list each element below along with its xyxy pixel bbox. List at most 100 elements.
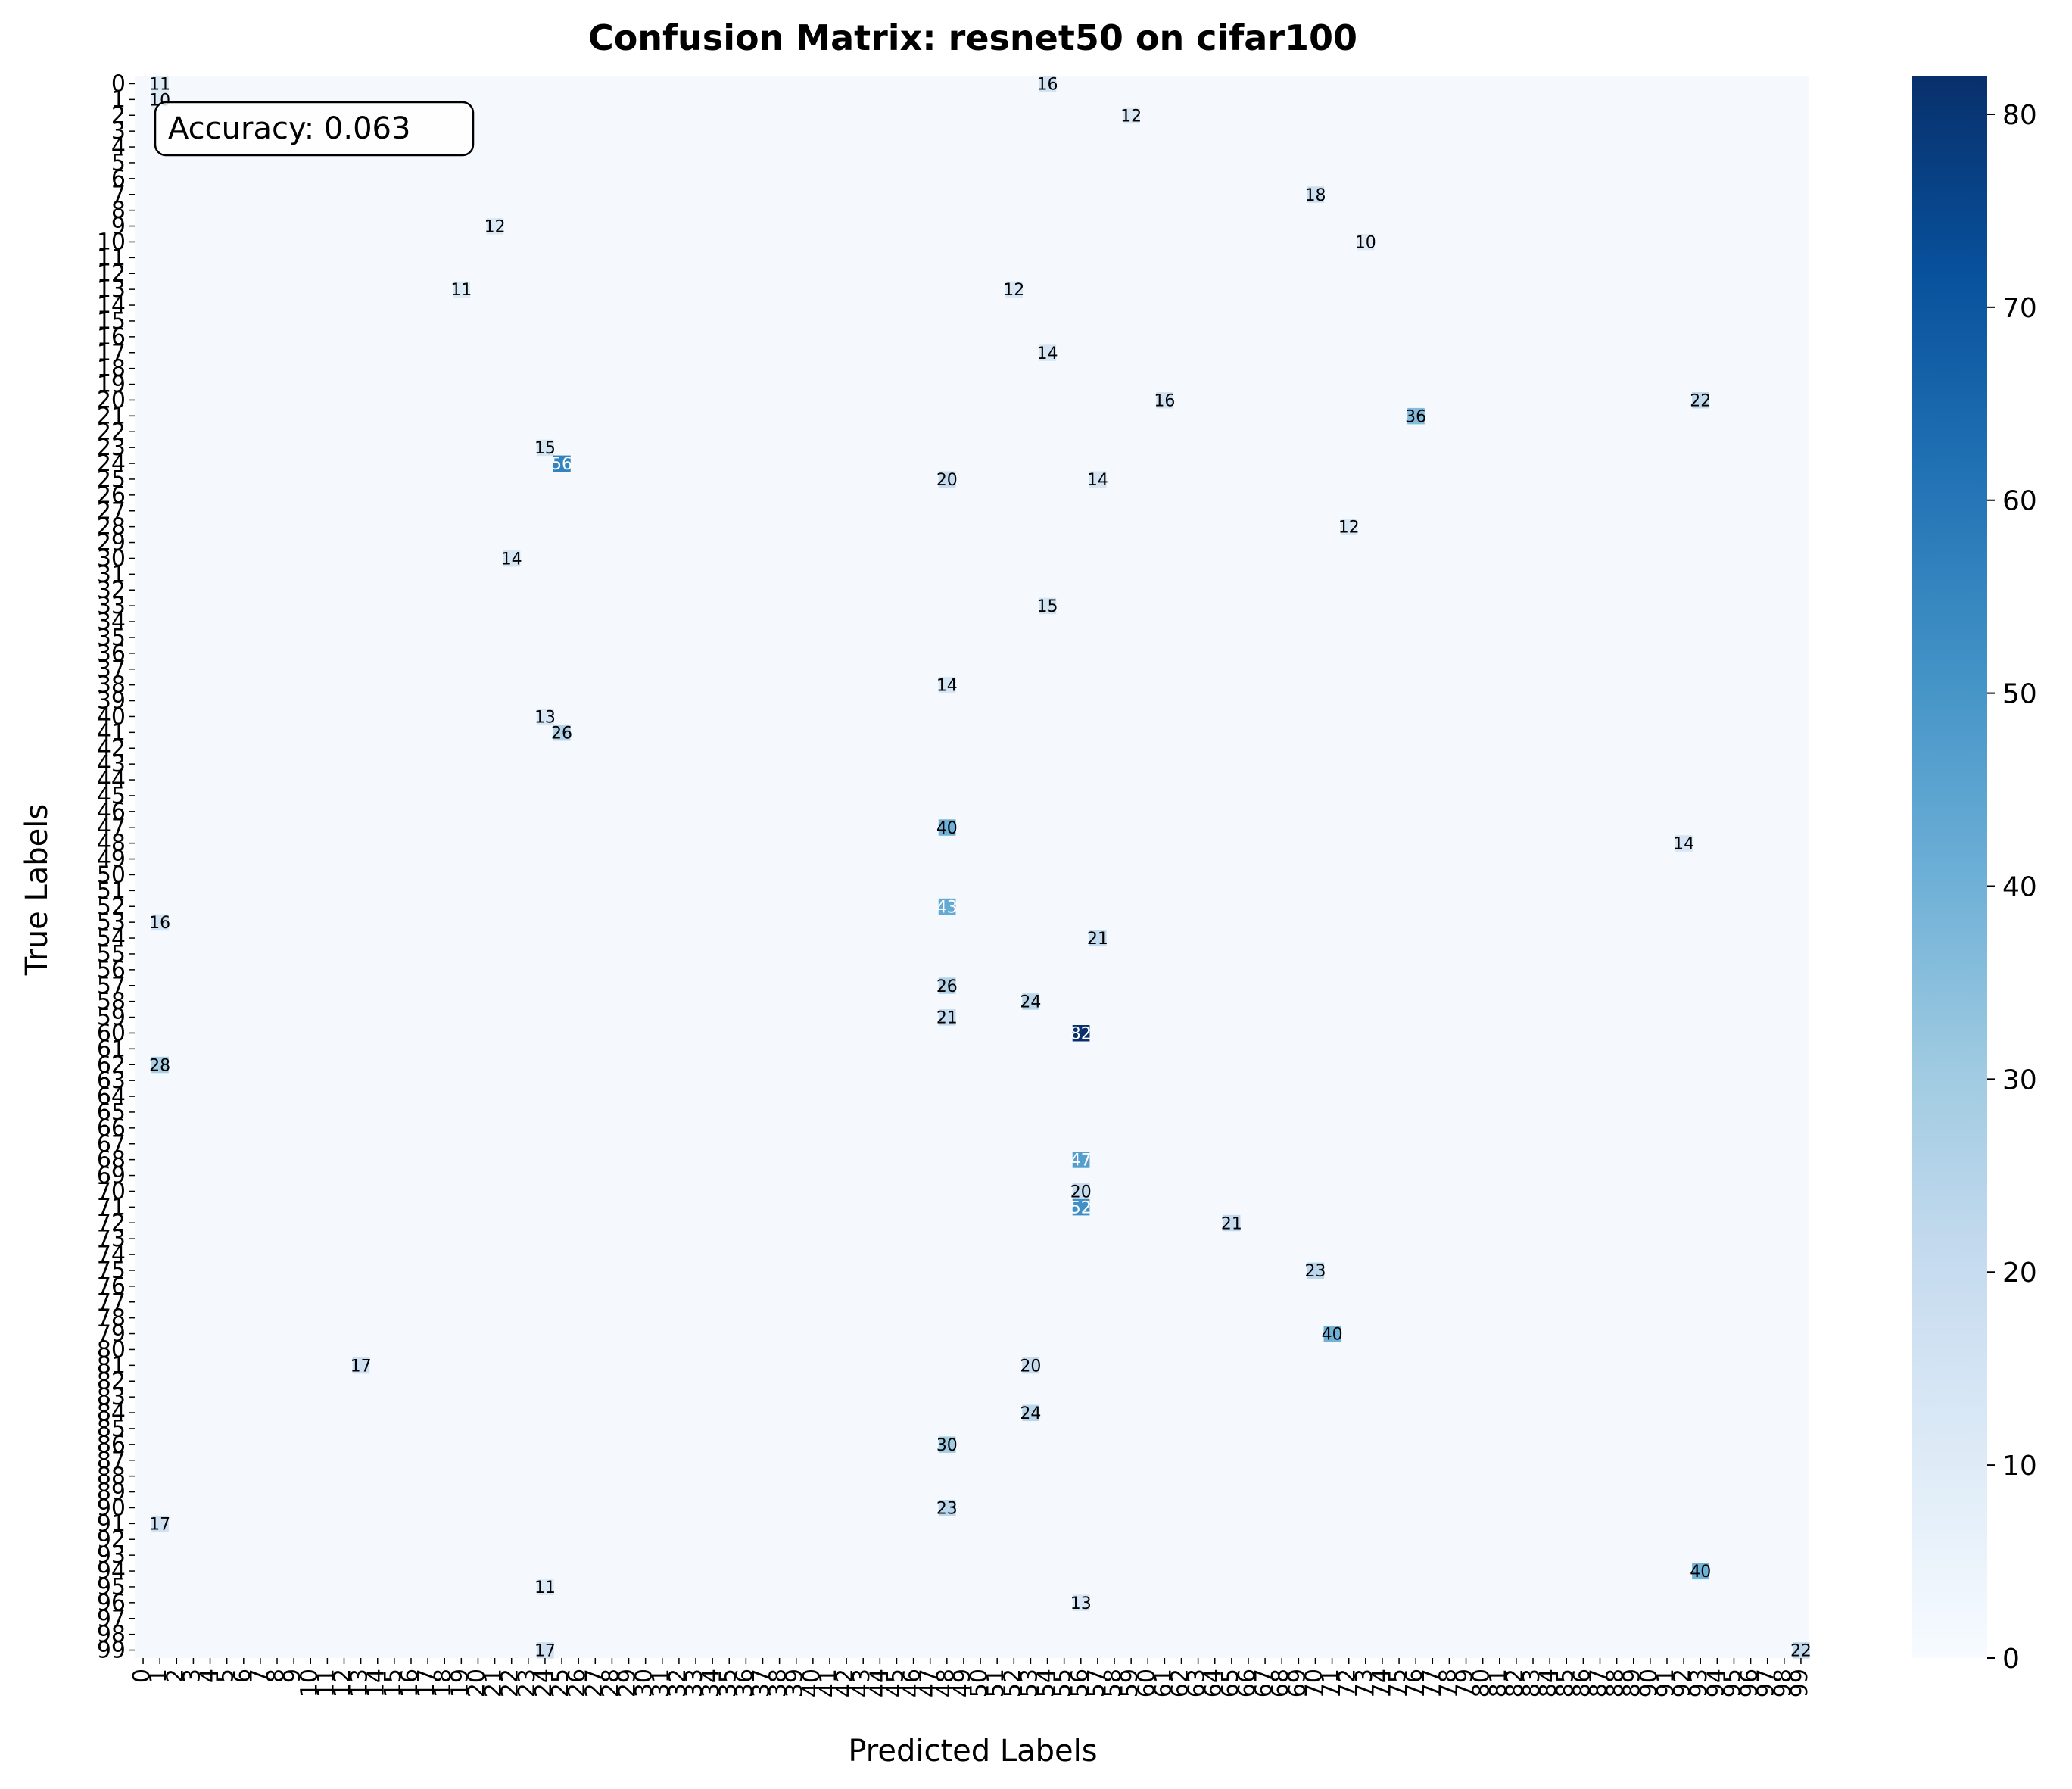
heatmap-cell — [553, 455, 571, 472]
x-tick-label: 42 — [832, 1669, 858, 1697]
y-tick-label: 90 — [97, 1494, 126, 1521]
y-tick-label: 96 — [97, 1590, 126, 1616]
y-tick-label: 24 — [97, 450, 126, 477]
heatmap-cell — [1123, 107, 1140, 124]
y-tick-label: 92 — [97, 1526, 126, 1553]
y-tick-label: 0 — [111, 70, 126, 97]
cell-value-label: 56 — [551, 455, 572, 474]
x-tick-label: 63 — [1184, 1669, 1210, 1697]
accuracy-text: Accuracy: 0.063 — [168, 111, 410, 146]
x-tick-label: 26 — [564, 1669, 590, 1697]
y-tick-label: 63 — [97, 1067, 126, 1094]
y-tick-label: 45 — [97, 783, 126, 809]
x-tick-label: 98 — [1770, 1669, 1796, 1697]
y-tick-label: 36 — [97, 640, 126, 667]
cell-value-label: 10 — [1355, 233, 1376, 252]
x-tick-label: 90 — [1636, 1669, 1662, 1697]
heatmap-cell — [938, 819, 956, 836]
y-tick-label: 80 — [97, 1336, 126, 1363]
x-tick-label: 89 — [1619, 1669, 1646, 1697]
y-tick-label: 4 — [111, 134, 126, 161]
y-tick-label: 86 — [97, 1432, 126, 1458]
y-tick-label: 47 — [97, 815, 126, 841]
cell-value-label: 43 — [936, 898, 958, 917]
y-tick-label: 12 — [97, 260, 126, 287]
y-tick-label: 19 — [97, 372, 126, 398]
x-tick-label: 69 — [1284, 1669, 1310, 1697]
heatmap-cell — [1022, 1404, 1040, 1422]
x-tick-label: 83 — [1519, 1669, 1545, 1697]
cell-value-label: 21 — [1087, 930, 1108, 949]
x-tick-label: 70 — [1301, 1669, 1327, 1697]
y-tick-label: 75 — [97, 1258, 126, 1284]
y-tick-label: 82 — [97, 1368, 126, 1395]
x-tick-label: 17 — [413, 1669, 440, 1697]
x-tick-label: 88 — [1603, 1669, 1629, 1697]
y-tick-label: 11 — [97, 245, 126, 271]
x-tick-label: 44 — [865, 1669, 892, 1697]
x-tick-label: 36 — [731, 1669, 758, 1697]
cell-value-label: 28 — [149, 1056, 170, 1075]
x-tick-label: 50 — [966, 1669, 992, 1697]
y-tick-label: 83 — [97, 1384, 126, 1410]
y-tick-label: 99 — [97, 1638, 126, 1664]
y-tick-label: 71 — [97, 1194, 126, 1220]
y-tick-label: 16 — [97, 324, 126, 351]
y-tick-label: 97 — [97, 1606, 126, 1632]
y-tick-label: 73 — [97, 1226, 126, 1252]
cell-value-label: 11 — [450, 281, 472, 300]
cell-value-label: 40 — [1690, 1563, 1711, 1582]
colorbar-gradient — [1912, 76, 1987, 1658]
y-tick-label: 74 — [97, 1242, 126, 1268]
heatmap-cell — [1692, 1563, 1709, 1580]
y-tick-label: 40 — [97, 703, 126, 730]
y-tick-label: 77 — [97, 1289, 126, 1316]
y-tick-label: 78 — [97, 1305, 126, 1332]
heatmap-cell — [151, 914, 169, 931]
y-tick-label: 68 — [97, 1147, 126, 1173]
cell-value-label: 40 — [1322, 1326, 1343, 1345]
x-tick-label: 8 — [263, 1669, 289, 1683]
y-tick-label: 9 — [111, 213, 126, 240]
y-tick-label: 84 — [97, 1400, 126, 1426]
colorbar-tick-label: 80 — [2002, 100, 2037, 131]
y-tick-label: 57 — [97, 973, 126, 999]
colorbar-tick-label: 10 — [2002, 1451, 2037, 1482]
x-tick-label: 95 — [1719, 1669, 1746, 1697]
y-tick-label: 22 — [97, 419, 126, 445]
x-tick-label: 51 — [983, 1669, 1009, 1697]
y-tick-label: 65 — [97, 1099, 126, 1126]
cell-value-label: 12 — [1120, 107, 1142, 126]
cell-value-label: 20 — [1020, 1357, 1041, 1376]
colorbar-ticks: 0 10 20 30 40 50 60 70 80 — [1987, 100, 2037, 1675]
heatmap-cell — [1692, 392, 1709, 409]
y-tick-label: 8 — [111, 198, 126, 224]
heatmap-cell — [352, 1357, 370, 1374]
cell-value-label: 22 — [1790, 1642, 1812, 1661]
cell-value-label: 14 — [1037, 344, 1058, 363]
cell-value-label: 16 — [149, 914, 170, 933]
x-tick-label: 40 — [799, 1669, 825, 1697]
colorbar-tick-label: 0 — [2002, 1644, 2020, 1675]
y-tick-label: 66 — [97, 1115, 126, 1142]
x-tick-label: 74 — [1368, 1669, 1394, 1697]
y-tick-label: 48 — [97, 831, 126, 857]
cell-value-label: 24 — [1020, 1404, 1041, 1423]
x-tick-label: 85 — [1552, 1669, 1578, 1697]
x-tick-label: 38 — [765, 1669, 792, 1697]
colorbar-tick-label: 20 — [2002, 1258, 2037, 1289]
y-tick-label: 42 — [97, 735, 126, 762]
x-tick-label: 52 — [999, 1669, 1026, 1697]
x-tick-label: 25 — [547, 1669, 574, 1697]
y-tick-label: 7 — [111, 182, 126, 208]
x-tick-label: 53 — [1016, 1669, 1042, 1697]
x-tick-label: 91 — [1653, 1669, 1679, 1697]
cell-value-label: 22 — [1690, 391, 1711, 410]
heatmap-cell — [1072, 1183, 1090, 1200]
x-tick-label: 7 — [246, 1669, 273, 1683]
heatmap-cell — [1039, 76, 1057, 92]
heatmap-cell — [1072, 1198, 1090, 1216]
x-tick-label: 68 — [1267, 1669, 1294, 1697]
x-tick-label: 48 — [933, 1669, 959, 1697]
x-tick-label: 13 — [347, 1669, 373, 1697]
